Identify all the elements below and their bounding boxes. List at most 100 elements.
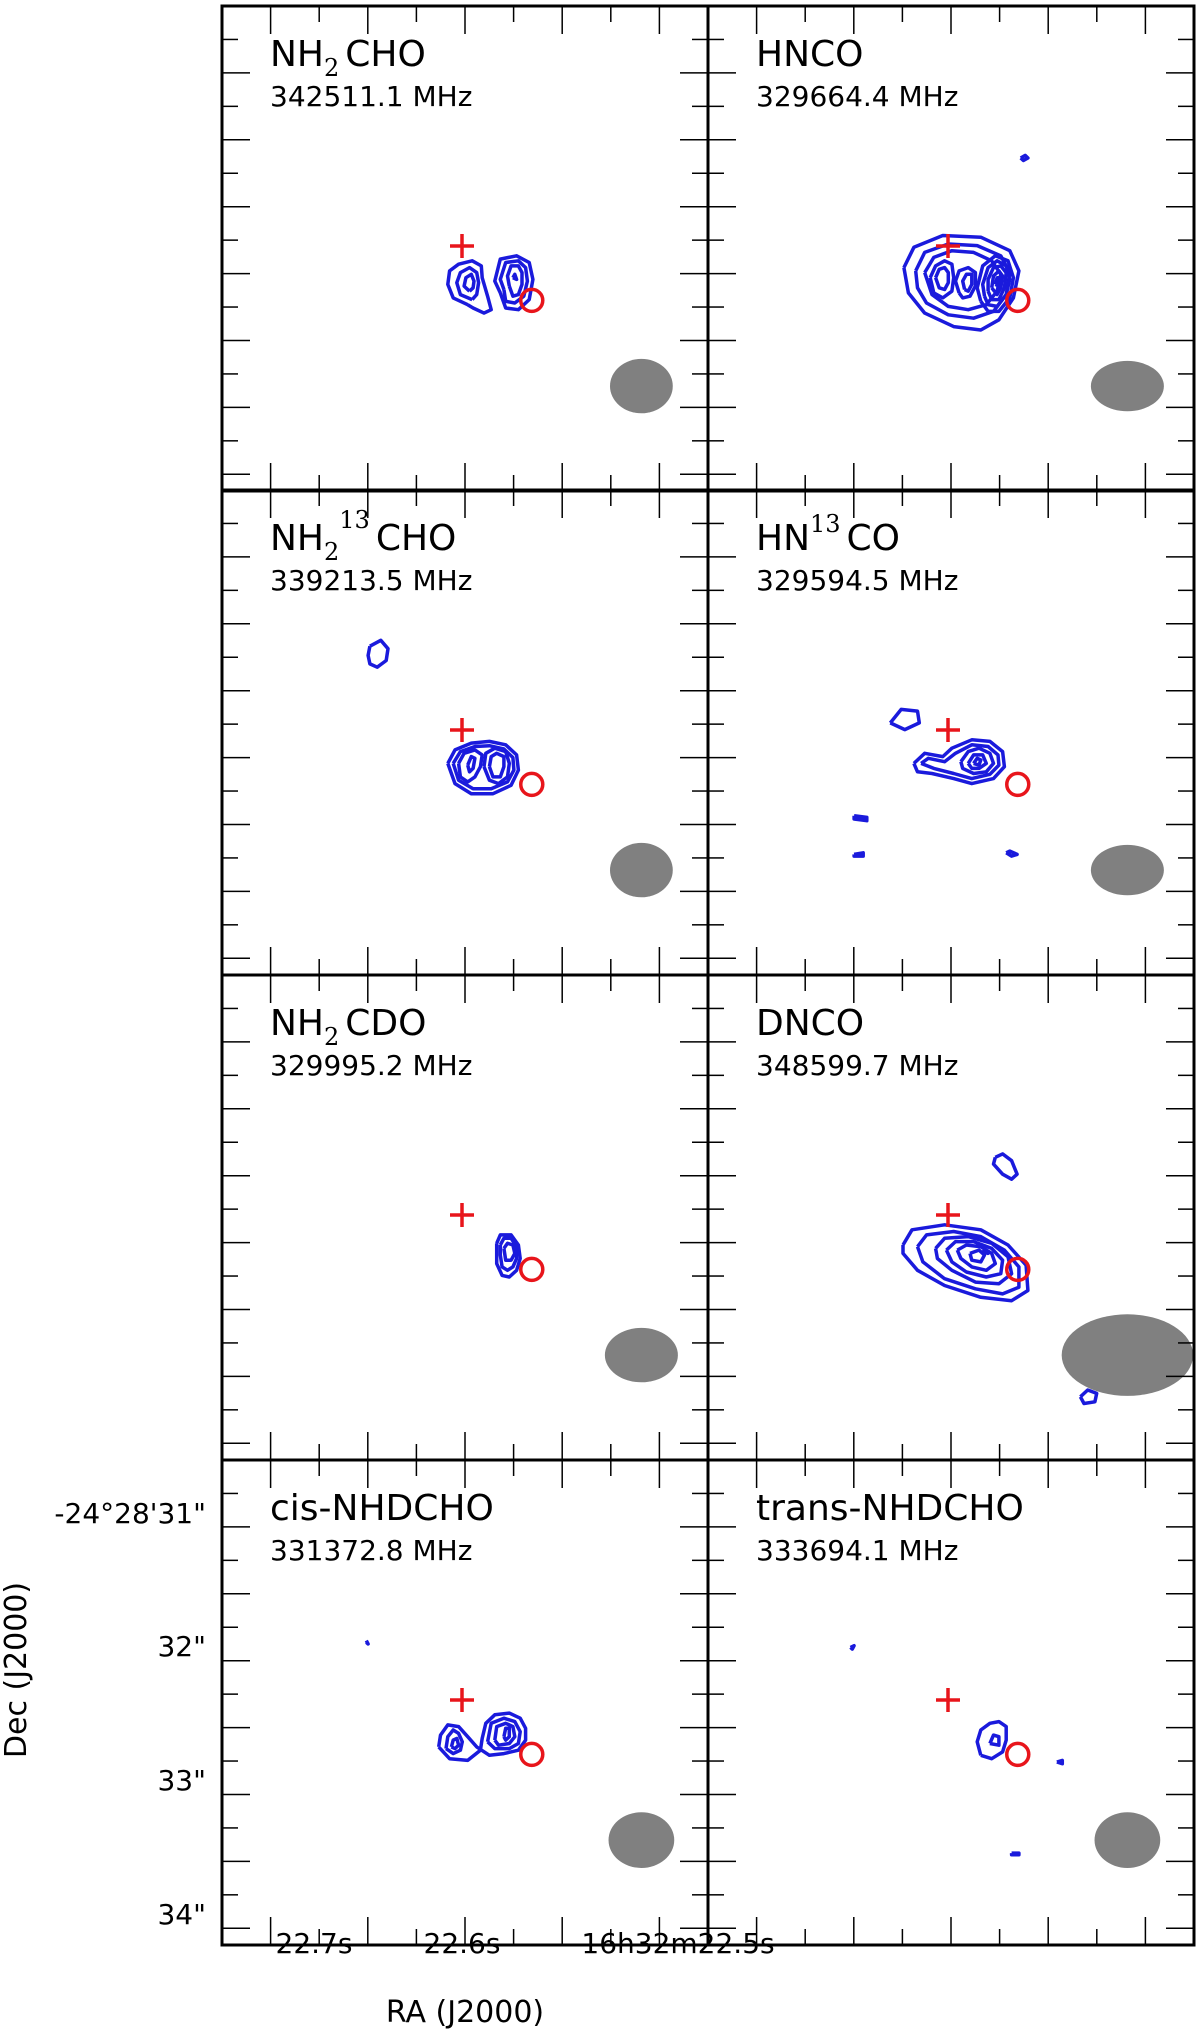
circle-marker bbox=[519, 1256, 545, 1283]
contour-line bbox=[493, 1721, 517, 1747]
contour-line bbox=[485, 1716, 522, 1751]
contour-line bbox=[912, 738, 1007, 786]
panel-frame bbox=[706, 488, 1196, 977]
frequency-label: 329594.5 MHz bbox=[756, 564, 958, 597]
contour-line bbox=[498, 1236, 519, 1273]
contour-line bbox=[993, 275, 1003, 288]
contour-line bbox=[364, 1639, 370, 1646]
contour-line bbox=[1005, 849, 1019, 858]
contour-line bbox=[966, 753, 989, 771]
contour-line bbox=[959, 746, 996, 776]
panel-plot-area bbox=[366, 638, 673, 898]
contour-line bbox=[1078, 1388, 1099, 1406]
contour-line bbox=[456, 748, 484, 784]
species-label: DNCO bbox=[756, 1003, 864, 1044]
contour-line bbox=[446, 259, 493, 315]
panel-ticks bbox=[222, 1460, 708, 1945]
contour-line bbox=[980, 259, 1012, 309]
panel-7: trans-NHDCHO 333694.1 MHz bbox=[706, 1458, 1196, 1947]
plus-marker bbox=[936, 718, 960, 742]
plus-marker bbox=[450, 1688, 474, 1712]
panel-plot-area bbox=[902, 153, 1164, 412]
species-label: trans-NHDCHO bbox=[756, 1488, 1024, 1529]
contour-line bbox=[455, 265, 481, 302]
panel-3: HN13 CO 329594.5 MHz bbox=[706, 488, 1196, 977]
panel-plot-area bbox=[849, 1643, 1161, 1868]
contour-line bbox=[1019, 153, 1030, 163]
circle-marker bbox=[1005, 771, 1031, 798]
panel-plot-area bbox=[446, 234, 673, 414]
panel-6: cis-NHDCHO 331372.8 MHz bbox=[220, 1458, 710, 1947]
contour-line bbox=[498, 259, 530, 305]
circle-marker bbox=[519, 287, 545, 314]
panel-ticks bbox=[708, 490, 1194, 975]
contour-line bbox=[502, 1241, 517, 1262]
panel-ticks bbox=[222, 490, 708, 975]
x-tick-label-22-6s: 22.6s bbox=[424, 1927, 501, 1960]
beam-ellipse bbox=[1090, 360, 1164, 412]
x-axis-label: RA (J2000) bbox=[386, 1995, 544, 2030]
contour-line bbox=[928, 259, 956, 300]
frequency-label: 339213.5 MHz bbox=[270, 564, 472, 597]
plus-marker bbox=[936, 1688, 960, 1712]
frequency-label: 342511.1 MHz bbox=[270, 80, 472, 113]
contour-line bbox=[975, 1719, 1008, 1761]
contour-line bbox=[920, 743, 1001, 781]
contour-line bbox=[975, 254, 1016, 314]
panel-plot-area bbox=[852, 707, 1164, 896]
panel-plot-area bbox=[364, 1639, 675, 1868]
plus-marker bbox=[936, 1203, 960, 1227]
contour-line bbox=[449, 1736, 461, 1751]
panel-frame bbox=[706, 1458, 1196, 1947]
panel-ticks bbox=[708, 1460, 1194, 1945]
panel-frame bbox=[220, 1458, 710, 1947]
beam-ellipse bbox=[1061, 1314, 1194, 1396]
contour-line bbox=[955, 1243, 998, 1273]
contour-line bbox=[852, 813, 869, 823]
contour-line bbox=[933, 1234, 1014, 1286]
frequency-label: 329664.4 MHz bbox=[756, 80, 958, 113]
contour-line bbox=[446, 739, 521, 796]
contour-line bbox=[988, 1733, 1001, 1747]
contour-line bbox=[902, 233, 1021, 332]
contour-line bbox=[933, 265, 951, 292]
y-axis-label: Dec (J2000) bbox=[0, 1582, 34, 1758]
contour-line bbox=[960, 272, 974, 293]
contour-line bbox=[989, 269, 1005, 297]
panel-plot-area bbox=[450, 1203, 678, 1383]
beam-ellipse bbox=[608, 1812, 675, 1868]
contour-line bbox=[972, 756, 983, 767]
beam-ellipse bbox=[609, 358, 673, 414]
contour-line bbox=[901, 1223, 1030, 1303]
contour-line bbox=[852, 851, 865, 858]
beam-ellipse bbox=[1094, 1812, 1161, 1868]
contour-line bbox=[915, 1229, 1021, 1296]
contour-line bbox=[493, 254, 535, 312]
contour-line bbox=[953, 265, 978, 300]
contour-line bbox=[888, 707, 922, 732]
y-tick-label-32: 32" bbox=[157, 1630, 206, 1663]
contour-line bbox=[1056, 1758, 1065, 1766]
plus-marker bbox=[936, 234, 960, 258]
circle-marker bbox=[1005, 287, 1031, 314]
beam-ellipse bbox=[609, 842, 673, 898]
contour-line bbox=[462, 272, 476, 293]
contour-line bbox=[436, 1711, 528, 1763]
species-label: HN13 CO bbox=[756, 510, 900, 559]
contour-line bbox=[494, 1233, 522, 1279]
contour-line bbox=[981, 1248, 990, 1256]
y-tick-label-34: 34" bbox=[157, 1898, 206, 1931]
contour-line bbox=[505, 264, 524, 298]
contour-line bbox=[502, 1726, 512, 1742]
contour-line bbox=[849, 1643, 856, 1651]
beam-ellipse bbox=[1090, 844, 1164, 896]
plus-marker bbox=[450, 718, 474, 742]
circle-marker bbox=[519, 1741, 545, 1768]
x-tick-label-22-7s: 22.7s bbox=[276, 1927, 353, 1960]
plus-marker bbox=[450, 1203, 474, 1227]
figure-axes: 22.7s 22.6s 16h32m22.5s RA (J2000) -24°2… bbox=[0, 1497, 775, 2030]
panel-ticks bbox=[222, 6, 708, 491]
